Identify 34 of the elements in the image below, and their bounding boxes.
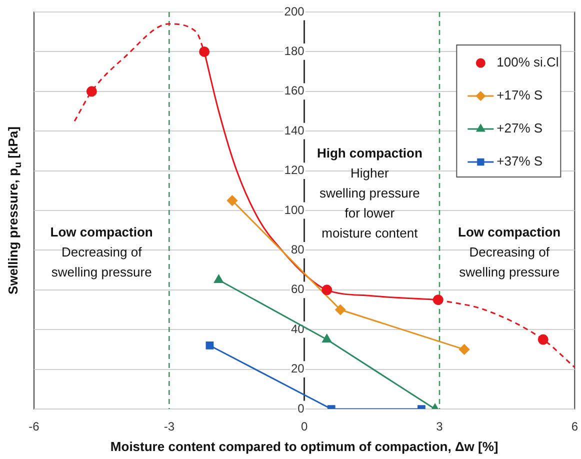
- point: [432, 294, 444, 306]
- legend-label: +17% S: [496, 88, 543, 103]
- y-tick-label: 20: [290, 362, 305, 376]
- point: [206, 342, 214, 350]
- point: [226, 195, 238, 206]
- x-tick-label: -3: [164, 420, 175, 434]
- point: [335, 304, 346, 315]
- point: [538, 334, 548, 345]
- y-tick-label: 180: [284, 44, 305, 58]
- y-tick-label: 0: [298, 401, 305, 416]
- x-tick-label: 3: [436, 420, 444, 434]
- annotation: High compaction Higher swelling pressure for lower moisture content: [316, 146, 422, 241]
- point: [199, 46, 210, 57]
- point: [459, 344, 470, 355]
- x-tick-label: -6: [28, 420, 40, 434]
- legend-label: 100% si.Cl: [496, 54, 559, 70]
- annotation: Low compaction Decreasing of swelling pressure: [458, 224, 561, 280]
- annotation: Low compaction Decreasing of swelling pressure: [50, 224, 153, 280]
- point: [214, 274, 224, 283]
- point: [322, 284, 332, 296]
- y-tick-label: 80: [290, 242, 305, 257]
- legend-label: +27% S: [496, 120, 543, 136]
- y-tick-label: 160: [284, 84, 305, 98]
- point: [86, 86, 97, 97]
- y-tick-label: 120: [284, 163, 305, 178]
- point: [322, 334, 332, 343]
- y-axis-title: Swelling pressure, pu [kPa]: [6, 126, 24, 294]
- y-tick-label: 200: [284, 4, 305, 18]
- legend-label: +37% S: [496, 154, 543, 169]
- x-tick-label: 6: [571, 420, 578, 434]
- y-tick-label: 60: [290, 282, 305, 296]
- x-axis-title: Moisture content compared to optimum of compaction, Δw [%]: [110, 438, 498, 454]
- y-tick-label: 100: [284, 202, 305, 217]
- y-tick-label: 140: [284, 123, 305, 138]
